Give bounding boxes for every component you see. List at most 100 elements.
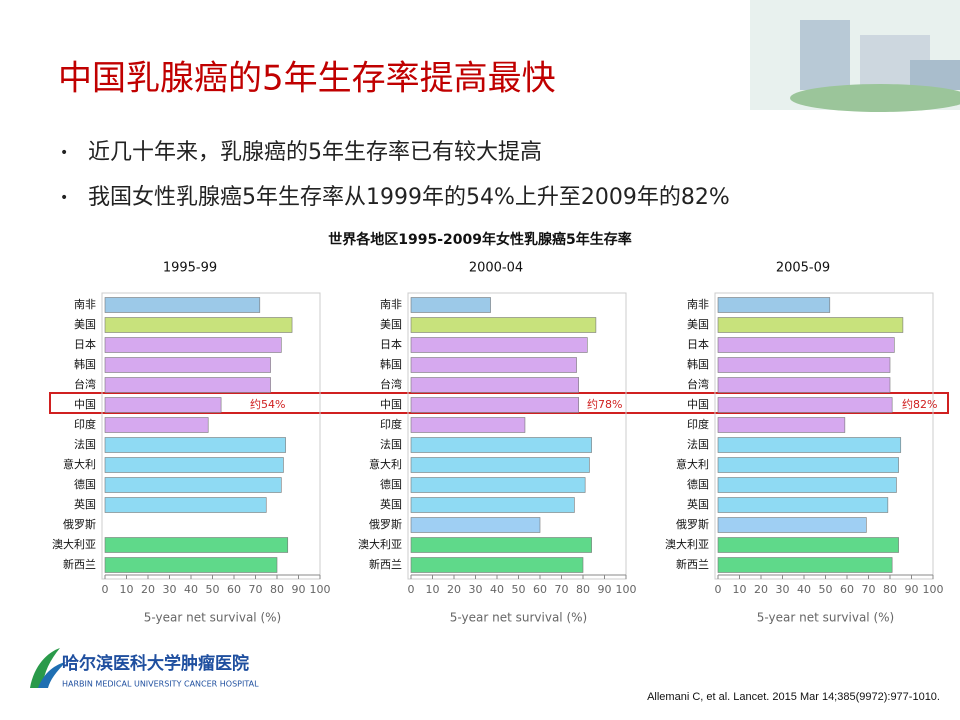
logo: 哈尔滨医科大学肿瘤医院 HARBIN MEDICAL UNIVERSITY CA… (30, 648, 259, 689)
citation: Allemani C, et al. Lancet. 2015 Mar 14;3… (647, 691, 940, 703)
bar (410, 297, 491, 313)
bullet-dot: • (60, 145, 68, 161)
category-label: 法国 (380, 437, 402, 451)
x-tick-label: 40 (490, 583, 504, 596)
x-tick-label: 30 (163, 583, 177, 596)
bar (104, 357, 271, 373)
building-image (750, 0, 960, 112)
bar (717, 457, 899, 473)
category-label: 德国 (74, 477, 96, 491)
logo-name: 哈尔滨医科大学肿瘤医院 (62, 653, 249, 674)
chart-title: 2005-09 (776, 261, 830, 276)
slide-title: 中国乳腺癌的5年生存率提高最快 (58, 59, 556, 99)
bar (104, 397, 222, 413)
bar (410, 497, 575, 513)
x-tick-label: 40 (184, 583, 198, 596)
category-label: 中国 (380, 398, 402, 411)
x-axis-label: 5-year net survival (%) (144, 611, 281, 625)
category-label: 台湾 (380, 377, 402, 391)
category-label: 南非 (74, 298, 96, 311)
x-tick-label: 50 (206, 583, 220, 596)
x-tick-label: 60 (227, 583, 241, 596)
x-tick-label: 70 (249, 583, 263, 596)
bar (410, 557, 584, 573)
category-label: 澳大利亚 (52, 537, 96, 551)
x-tick-label: 90 (905, 583, 919, 596)
category-label: 中国 (74, 398, 96, 411)
category-label: 日本 (687, 337, 709, 351)
bar (104, 377, 271, 393)
bar (717, 377, 891, 393)
bar (410, 397, 579, 413)
bar (717, 497, 889, 513)
category-label: 印度 (687, 417, 709, 431)
bullet: 近几十年来，乳腺癌的5年生存率已有较大提高 (88, 140, 542, 165)
x-tick-label: 60 (840, 583, 854, 596)
x-tick-label: 100 (923, 583, 944, 596)
category-label: 日本 (74, 337, 96, 351)
bar (410, 417, 526, 433)
bullet-dot: • (60, 190, 68, 206)
bar (104, 297, 261, 313)
category-label: 英国 (687, 497, 709, 511)
x-tick-label: 10 (426, 583, 440, 596)
category-label: 韩国 (380, 357, 402, 371)
x-tick-label: 10 (120, 583, 134, 596)
category-label: 意大利 (369, 457, 402, 471)
bar (717, 557, 893, 573)
plot-frame (101, 292, 321, 580)
bar (717, 337, 895, 353)
category-label: 俄罗斯 (63, 518, 96, 531)
category-label: 法国 (74, 437, 96, 451)
bar (104, 537, 289, 553)
category-label: 印度 (74, 417, 96, 431)
x-tick-label: 50 (512, 583, 526, 596)
category-label: 台湾 (74, 377, 96, 391)
category-label: 德国 (687, 477, 709, 491)
x-tick-label: 60 (533, 583, 547, 596)
bar (717, 357, 891, 373)
category-label: 新西兰 (369, 557, 402, 571)
bar (104, 477, 282, 493)
bar (717, 477, 897, 493)
plot-frame (714, 292, 934, 580)
bar (104, 497, 267, 513)
category-label: 法国 (687, 437, 709, 451)
x-tick-label: 20 (754, 583, 768, 596)
x-tick-label: 50 (819, 583, 833, 596)
x-tick-label: 90 (598, 583, 612, 596)
x-axis-label: 5-year net survival (%) (757, 611, 894, 625)
bar (410, 457, 590, 473)
x-tick-label: 100 (310, 583, 331, 596)
chart-title: 1995-99 (163, 261, 217, 276)
category-label: 新西兰 (676, 557, 709, 571)
bar (717, 437, 902, 453)
category-label: 新西兰 (63, 557, 96, 571)
bar (717, 517, 867, 533)
bar (717, 417, 846, 433)
bar (104, 557, 278, 573)
x-tick-label: 0 (102, 583, 109, 596)
x-tick-label: 20 (141, 583, 155, 596)
x-tick-label: 10 (733, 583, 747, 596)
category-label: 澳大利亚 (358, 537, 402, 551)
plot-frame (407, 292, 627, 580)
category-label: 美国 (687, 318, 709, 331)
x-tick-label: 70 (555, 583, 569, 596)
annotation: 约82% (902, 398, 937, 411)
category-label: 美国 (74, 318, 96, 331)
x-tick-label: 90 (292, 583, 306, 596)
logo-english: HARBIN MEDICAL UNIVERSITY CANCER HOSPITA… (62, 680, 259, 689)
highlight-box (49, 392, 949, 414)
x-tick-label: 80 (883, 583, 897, 596)
bullet: 我国女性乳腺癌5年生存率从1999年的54%上升至2009年的82% (88, 185, 730, 210)
category-label: 台湾 (687, 377, 709, 391)
category-label: 德国 (380, 477, 402, 491)
x-tick-label: 30 (776, 583, 790, 596)
category-label: 英国 (74, 497, 96, 511)
bar (717, 317, 904, 333)
annotation: 约54% (250, 398, 285, 411)
x-tick-label: 0 (408, 583, 415, 596)
x-tick-label: 80 (270, 583, 284, 596)
bar (410, 337, 588, 353)
